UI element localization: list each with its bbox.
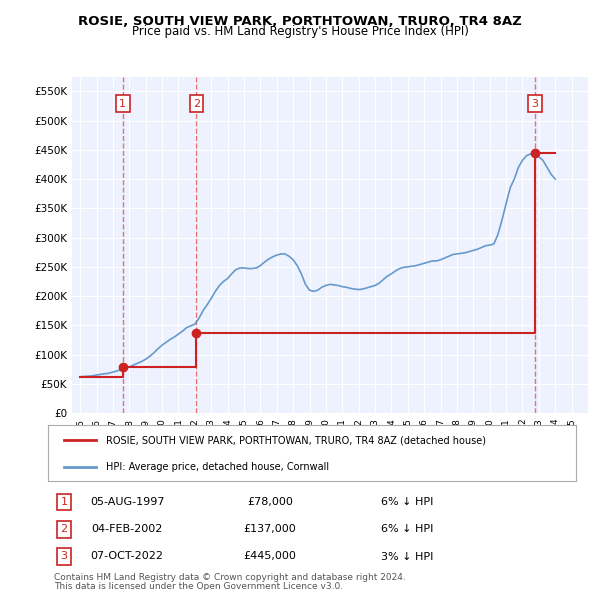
Text: Contains HM Land Registry data © Crown copyright and database right 2024.: Contains HM Land Registry data © Crown c… xyxy=(54,573,406,582)
Text: 6% ↓ HPI: 6% ↓ HPI xyxy=(381,525,433,534)
Text: 04-FEB-2002: 04-FEB-2002 xyxy=(92,525,163,534)
Text: This data is licensed under the Open Government Licence v3.0.: This data is licensed under the Open Gov… xyxy=(54,582,343,590)
Text: 2: 2 xyxy=(60,525,67,534)
Text: Price paid vs. HM Land Registry's House Price Index (HPI): Price paid vs. HM Land Registry's House … xyxy=(131,25,469,38)
Text: HPI: Average price, detached house, Cornwall: HPI: Average price, detached house, Corn… xyxy=(106,462,329,472)
Text: 6% ↓ HPI: 6% ↓ HPI xyxy=(381,497,433,507)
Text: 3% ↓ HPI: 3% ↓ HPI xyxy=(381,552,433,562)
Text: ROSIE, SOUTH VIEW PARK, PORTHTOWAN, TRURO, TR4 8AZ (detached house): ROSIE, SOUTH VIEW PARK, PORTHTOWAN, TRUR… xyxy=(106,435,486,445)
Text: £445,000: £445,000 xyxy=(244,552,296,562)
Text: 07-OCT-2022: 07-OCT-2022 xyxy=(91,552,164,562)
Text: £137,000: £137,000 xyxy=(244,525,296,534)
Text: 2: 2 xyxy=(193,99,200,109)
Text: 1: 1 xyxy=(119,99,126,109)
Text: ROSIE, SOUTH VIEW PARK, PORTHTOWAN, TRURO, TR4 8AZ: ROSIE, SOUTH VIEW PARK, PORTHTOWAN, TRUR… xyxy=(78,15,522,28)
Text: 1: 1 xyxy=(61,497,67,507)
Text: 3: 3 xyxy=(531,99,538,109)
Text: 3: 3 xyxy=(61,552,67,562)
Text: £78,000: £78,000 xyxy=(247,497,293,507)
Text: 05-AUG-1997: 05-AUG-1997 xyxy=(90,497,164,507)
